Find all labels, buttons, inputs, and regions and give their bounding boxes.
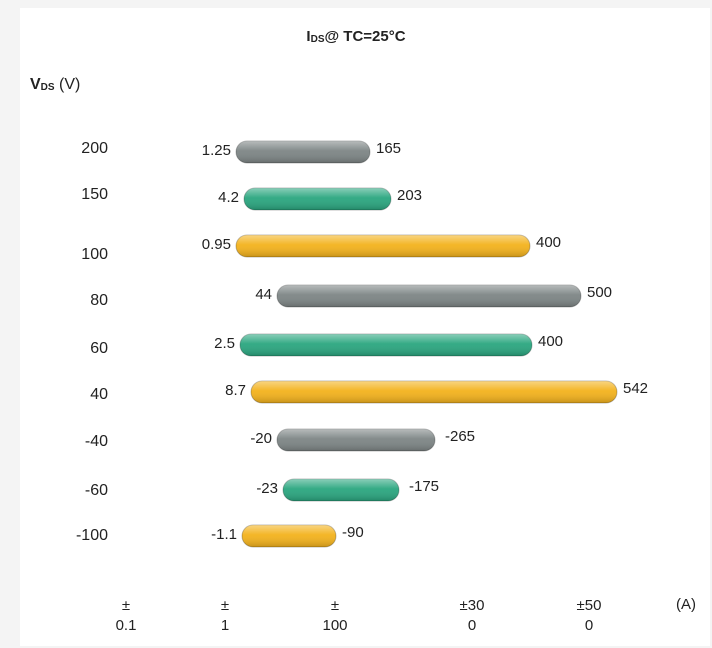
min-value-label: 4.2 (218, 189, 239, 206)
range-bar-shade-7 (283, 479, 399, 501)
category-label: 150 (81, 186, 108, 203)
category-label: 100 (81, 246, 108, 263)
min-value-label: -23 (256, 480, 278, 497)
max-value-label: 542 (623, 380, 649, 397)
x-tick-label: ±30 0 (427, 596, 517, 636)
range-bar-shade-5 (251, 381, 617, 403)
x-tick-label-bottom: 0 (467, 617, 477, 634)
range-bar-shade-3 (277, 285, 581, 307)
chart-panel (20, 8, 710, 646)
range-bar-shade-4 (240, 334, 532, 356)
min-value-label: 8.7 (225, 382, 246, 399)
category-label: 60 (90, 340, 108, 357)
category-label: -100 (75, 527, 108, 544)
min-value-label: -1.1 (211, 526, 237, 543)
max-value-label: 400 (538, 333, 564, 350)
x-tick-label: ±1 (180, 596, 270, 636)
max-value-label: 203 (397, 187, 423, 204)
x-tick-label-bottom: 0 (584, 617, 594, 634)
max-value-label: -175 (409, 478, 440, 495)
x-tick-label-bottom: 100 (322, 617, 348, 634)
category-label: 40 (90, 386, 108, 403)
category-label: -40 (84, 433, 108, 450)
min-value-label: 0.95 (201, 236, 231, 253)
category-label: -60 (84, 482, 108, 499)
range-bar-shade-0 (236, 141, 370, 163)
category-label: 200 (81, 140, 108, 157)
x-axis-unit: (A) (676, 596, 696, 613)
x-tick-label-top: ±30 (459, 597, 485, 614)
x-tick-label: ±50 0 (544, 596, 634, 636)
category-label: 80 (90, 292, 108, 309)
chart-title: IDS@ TC=25°C (306, 28, 406, 45)
x-tick-label-bottom: 0.1 (115, 617, 137, 634)
range-bar-shade-1 (244, 188, 391, 210)
min-value-label: 1.25 (201, 142, 231, 159)
range-bar-shade-2 (236, 235, 530, 257)
x-tick-label: ±0.1 (81, 596, 171, 636)
min-value-label: 44 (255, 286, 272, 303)
max-value-label: -90 (342, 524, 364, 541)
max-value-label: -265 (445, 428, 476, 445)
min-value-label: 2.5 (214, 335, 235, 352)
x-tick-label-bottom: 1 (220, 617, 230, 634)
range-bar-shade-8 (242, 525, 336, 547)
max-value-label: 400 (536, 234, 562, 251)
x-tick-label: ±100 (290, 596, 380, 636)
x-tick-label-top: ±50 (576, 597, 602, 614)
y-axis-label: VDS (V) (30, 76, 81, 93)
x-tick-label-top: ± (220, 597, 230, 614)
min-value-label: -20 (250, 430, 272, 447)
range-bar-shade-6 (277, 429, 435, 451)
x-tick-label-top: ± (330, 597, 340, 614)
max-value-label: 500 (587, 284, 613, 301)
x-tick-label-top: ± (121, 597, 131, 614)
max-value-label: 165 (376, 140, 402, 157)
